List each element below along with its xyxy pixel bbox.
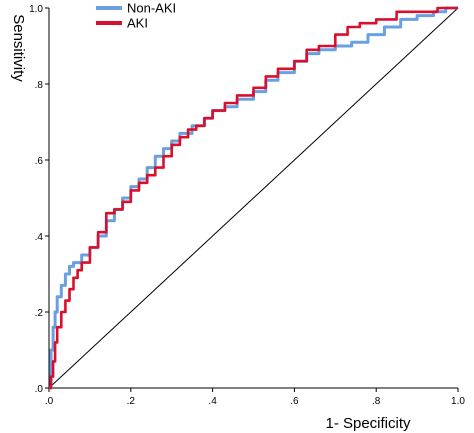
x-tick-label: .6 bbox=[290, 396, 299, 407]
reference-line bbox=[48, 7, 459, 389]
reference-diagonal bbox=[48, 7, 459, 389]
legend-label-aki: AKI bbox=[127, 16, 148, 31]
y-tick-label: .2 bbox=[35, 308, 44, 319]
legend-label-non-aki: Non-AKI bbox=[127, 1, 176, 16]
y-tick-label: .4 bbox=[35, 232, 44, 243]
x-tick-label: .2 bbox=[127, 396, 136, 407]
axes: .0 .2 .4 .6 .8 1.0 .0 .2 .4 .6 .8 1.0 bbox=[29, 4, 465, 407]
series-line-aki bbox=[49, 6, 458, 390]
series-line-non-aki bbox=[49, 6, 458, 390]
x-tick-label: .0 bbox=[45, 396, 54, 407]
series-lines bbox=[49, 6, 458, 390]
y-tick-label: .6 bbox=[35, 156, 44, 167]
y-tick-label: 1.0 bbox=[29, 4, 43, 15]
y-tick-label: .0 bbox=[35, 384, 44, 395]
x-tick-label: .8 bbox=[372, 396, 381, 407]
x-axis-title: 1- Specificity bbox=[325, 415, 411, 432]
x-tick-label: 1.0 bbox=[451, 396, 465, 407]
y-axis-title: Sensitivity bbox=[10, 14, 27, 82]
x-tick-label: .4 bbox=[208, 396, 217, 407]
y-tick-label: .8 bbox=[35, 80, 44, 91]
